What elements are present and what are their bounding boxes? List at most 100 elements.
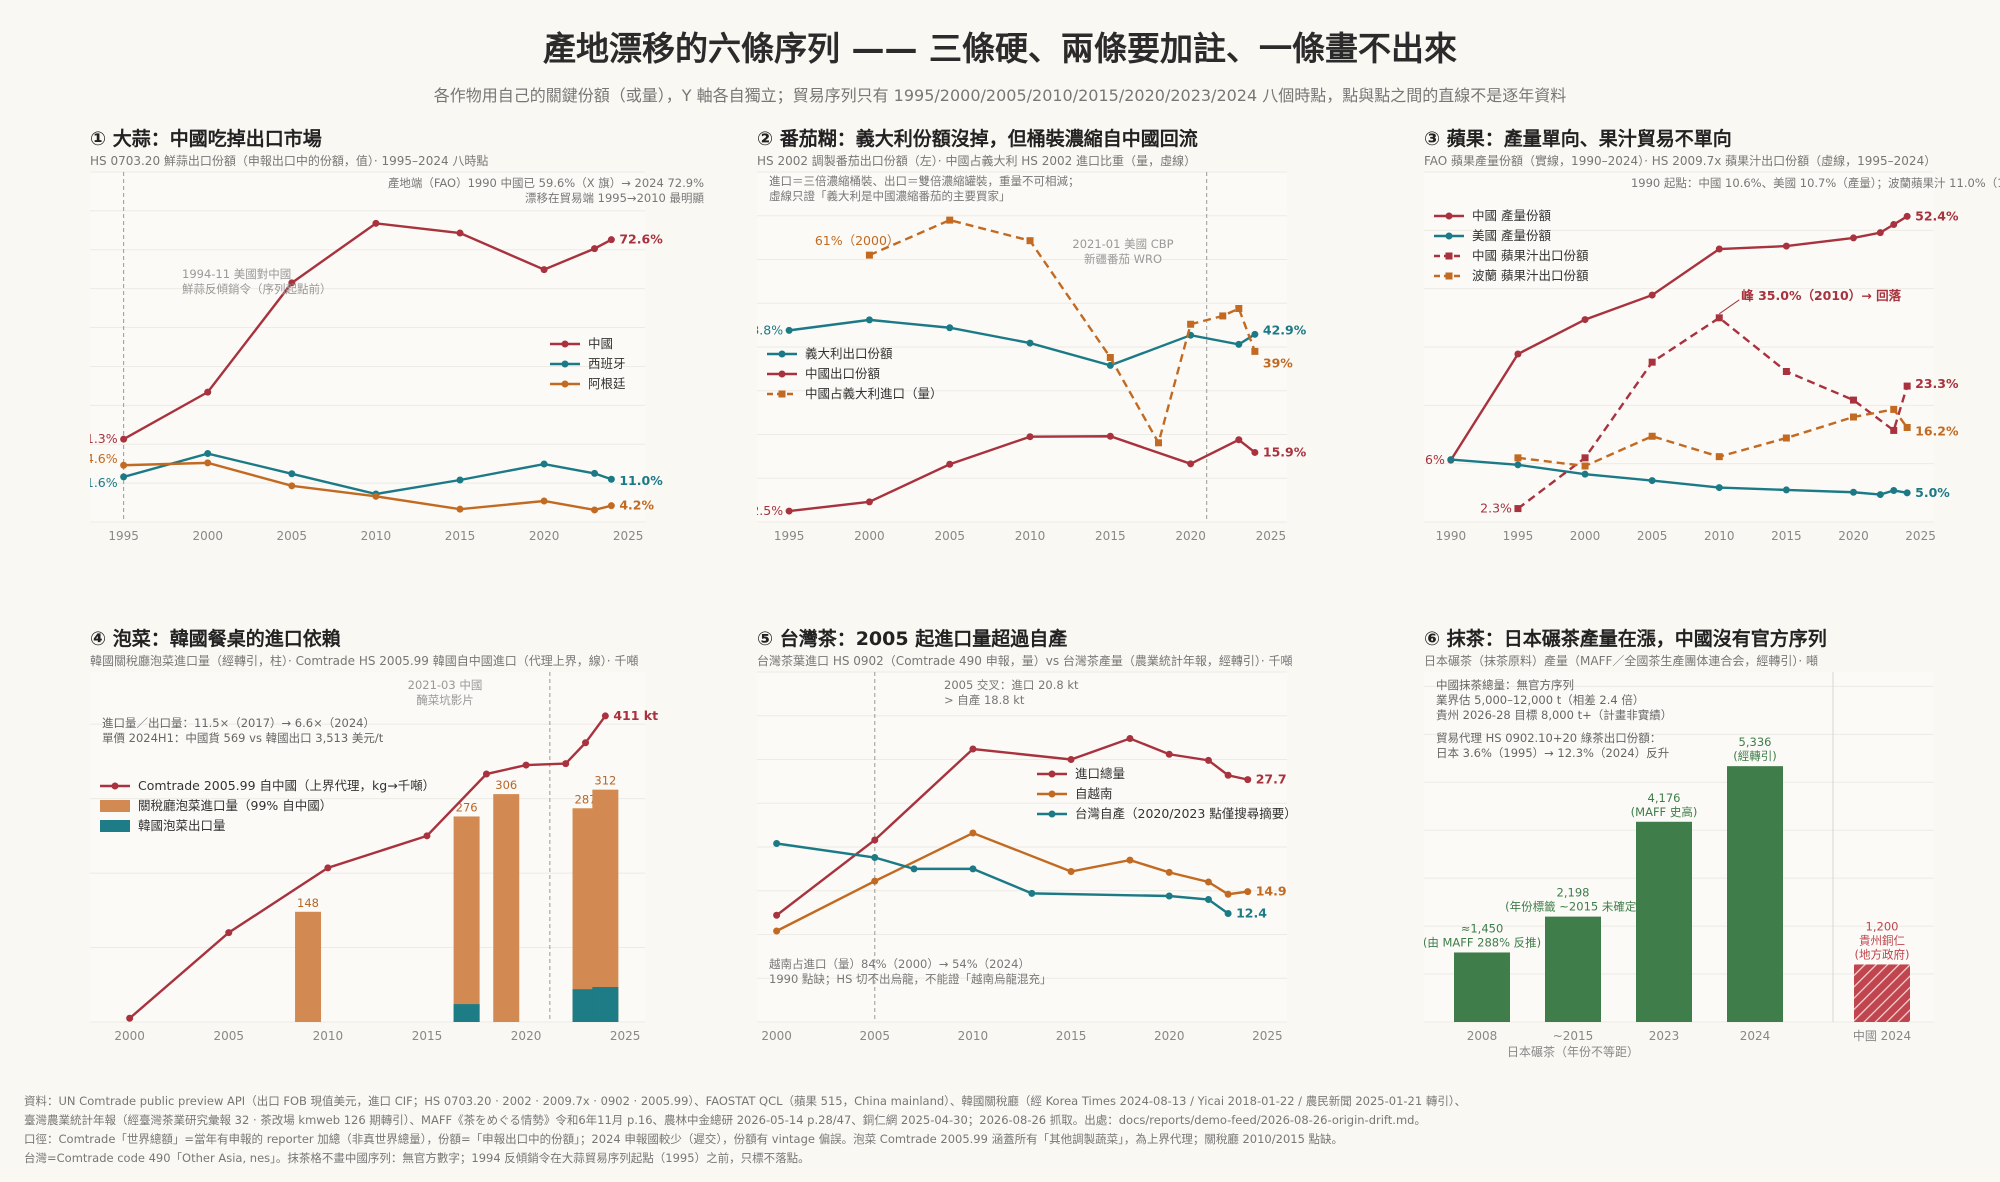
series-line xyxy=(788,435,1256,513)
legend-marker xyxy=(1445,232,1453,240)
data-point xyxy=(1224,771,1232,779)
x-tick-label: 2015 xyxy=(412,1029,443,1043)
legend-marker xyxy=(561,380,569,388)
x-tick-label: 2020 xyxy=(511,1029,542,1043)
data-point xyxy=(773,840,781,847)
data-point xyxy=(1648,358,1656,366)
bar-value-label: 287 xyxy=(575,792,597,806)
data-point xyxy=(1235,340,1243,348)
panel-title: ③ 蘋果：產量單向、果汁貿易不單向 xyxy=(1424,128,1732,150)
data-point xyxy=(1126,856,1134,864)
legend-marker xyxy=(561,360,569,368)
data-point xyxy=(288,470,296,478)
x-tick-label: 2010 xyxy=(361,529,392,543)
page-subtitle: 各作物用自己的關鍵份額（或量），Y 軸各自獨立；貿易序列只有 1995/2000… xyxy=(433,86,1567,105)
peak-annotation: 峰 35.0%（2010）→ 回落 xyxy=(1741,288,1901,303)
bar-japan xyxy=(1545,916,1601,1022)
start-value-label: 2.3% xyxy=(1480,501,1512,516)
data-point xyxy=(871,854,879,861)
panel-note: 進口＝三倍濃縮桶裝、出口＝雙倍濃縮罐裝，重量不可相減； 虛線只證「義大利是中國濃… xyxy=(769,174,1080,203)
data-point xyxy=(562,760,570,768)
bar-import xyxy=(453,816,480,1022)
x-tick-label: 2000 xyxy=(1570,529,1601,543)
data-point xyxy=(1204,878,1212,886)
data-point xyxy=(1581,470,1589,478)
legend-marker xyxy=(778,350,786,358)
x-tick-label: ~2015 xyxy=(1553,1029,1594,1043)
x-tick-label: 2010 xyxy=(1704,529,1735,543)
panel-tomato: ② 番茄糊：義大利份額沒掉，但桶裝濃縮自中國回流 HS 2002 調製番茄出口份… xyxy=(757,124,1377,584)
bar-import xyxy=(493,794,520,1022)
x-tick-label: 2020 xyxy=(1154,1029,1185,1043)
x-tick-label: 2015 xyxy=(445,529,476,543)
data-point xyxy=(482,770,490,778)
data-point xyxy=(1715,245,1723,253)
x-tick-label: 2000 xyxy=(192,529,223,543)
taiwan-tea-chart: 0510152025303540200020052010201520202025… xyxy=(757,671,1297,1043)
end-value-label: 16.2% xyxy=(1915,424,1959,439)
data-point xyxy=(601,712,609,720)
legend-label: 進口總量 xyxy=(1075,766,1125,781)
x-tick-label: 2015 xyxy=(1056,1029,1087,1043)
panel-subtitle: 韓國關稅廳泡菜進口量（經轉引，柱）· Comtrade HS 2005.99 韓… xyxy=(90,654,639,668)
data-point xyxy=(540,266,548,274)
start-value-label: 21.3% xyxy=(90,431,118,446)
data-point xyxy=(871,877,879,885)
bar-export xyxy=(592,987,619,1022)
series-line xyxy=(1517,408,1909,468)
matcha-chart: 01000200030004000500060007000噸≈1,450(由 M… xyxy=(1424,672,1934,1059)
bar-value-label: 276 xyxy=(456,800,478,814)
series-line xyxy=(123,222,612,441)
series-line xyxy=(1449,215,1908,461)
panel-note: 2005 交叉：進口 20.8 kt > 自產 18.8 kt xyxy=(944,678,1079,707)
data-point xyxy=(1447,456,1455,464)
bar-import xyxy=(592,789,619,1022)
legend-swatch xyxy=(100,820,130,832)
start-value-label: 10.6% xyxy=(1424,452,1445,467)
legend-marker xyxy=(561,340,569,348)
data-point xyxy=(785,507,793,515)
data-point xyxy=(1876,491,1884,499)
page-title: 產地漂移的六條序列 —— 三條硬、兩條要加註、一條畫不出來 xyxy=(543,29,1457,68)
data-point xyxy=(1890,405,1898,413)
legend-label: 中國 蘋果汁出口份額 xyxy=(1472,248,1589,263)
panel-title: ⑥ 抹茶：日本碾茶產量在漲，中國沒有官方序列 xyxy=(1424,628,1827,650)
data-point xyxy=(946,460,954,468)
data-point xyxy=(871,836,879,844)
bar-japan xyxy=(1727,766,1783,1022)
data-point xyxy=(969,745,977,753)
data-point xyxy=(1224,890,1232,898)
panel-apple: ③ 蘋果：產量單向、果汁貿易不單向 FAO 蘋果產量份額（實線，1990–202… xyxy=(1424,124,2000,584)
legend-label: 阿根廷 xyxy=(588,376,626,391)
data-point xyxy=(540,460,548,468)
end-value-label: 14.9 xyxy=(1256,884,1287,899)
data-point xyxy=(1106,432,1114,440)
bar-value-label: 312 xyxy=(594,774,616,788)
legend-marker xyxy=(1048,770,1056,778)
x-tick-label: 2005 xyxy=(934,529,965,543)
bar-value-label: (年份標籤 ~2015 未確定) xyxy=(1505,900,1641,914)
data-point xyxy=(1514,350,1522,358)
legend-marker xyxy=(778,390,786,398)
data-point xyxy=(969,829,977,837)
footer-line: 口徑：Comtrade「世界總額」=當年有申報的 reporter 加總（非真世… xyxy=(24,1132,1344,1146)
end-value-label: 39% xyxy=(1263,355,1293,370)
data-point xyxy=(1067,868,1075,875)
data-point xyxy=(1106,354,1114,361)
data-point xyxy=(1782,242,1790,250)
data-point xyxy=(969,865,977,873)
panel-subtitle: FAO 蘋果產量份額（實線，1990–2024）· HS 2009.7x 蘋果汁… xyxy=(1424,154,1937,168)
bar-japan xyxy=(1636,821,1692,1022)
data-point xyxy=(1026,237,1034,245)
panel-note: 產地端（FAO）1990 中國已 59.6%（X 旗）→ 2024 72.9% … xyxy=(387,176,704,205)
legend-label: 中國出口份額 xyxy=(805,366,881,381)
panel-subtitle: HS 0703.20 鮮蒜出口份額（申報出口中的份額，值）· 1995–2024… xyxy=(90,154,489,168)
x-tick-label: 2005 xyxy=(1637,529,1668,543)
bar-value-label: (經轉引) xyxy=(1733,749,1776,763)
data-point xyxy=(1782,486,1790,494)
data-point xyxy=(120,461,128,469)
data-point xyxy=(1849,488,1857,496)
end-value-label: 11.0% xyxy=(619,473,663,488)
x-tick-label: 2015 xyxy=(1771,529,1802,543)
data-point xyxy=(1224,910,1232,917)
